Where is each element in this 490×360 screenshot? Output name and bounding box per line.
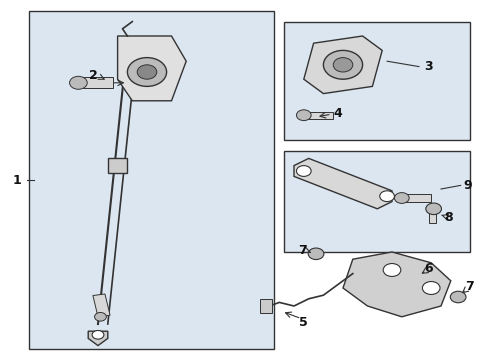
Bar [93,294,110,317]
Circle shape [95,312,106,321]
Bar [83,77,113,88]
Bar [284,22,470,140]
Text: 4: 4 [334,107,343,120]
Circle shape [296,166,311,176]
Text: 8: 8 [444,211,453,224]
Text: 7: 7 [298,244,307,257]
Polygon shape [343,252,451,317]
Polygon shape [294,158,392,209]
Text: 6: 6 [424,262,433,275]
Text: 5: 5 [299,316,308,329]
Bar [29,11,274,349]
Bar [260,299,272,313]
Bar [429,209,436,223]
Text: 1: 1 [13,174,22,186]
Circle shape [127,58,167,86]
Text: 3: 3 [424,60,433,73]
Circle shape [422,282,440,294]
Polygon shape [118,36,186,101]
Circle shape [426,203,441,215]
Circle shape [70,76,87,89]
Bar [304,112,333,119]
Circle shape [296,110,311,121]
Circle shape [92,330,104,339]
Circle shape [383,264,401,276]
Polygon shape [304,36,382,94]
Text: 2: 2 [89,69,98,82]
Bar [402,194,431,202]
Polygon shape [88,331,108,346]
Bar [284,151,470,252]
Text: 7: 7 [465,280,474,293]
Circle shape [323,50,363,79]
Text: 9: 9 [464,179,472,192]
Circle shape [137,65,157,79]
Polygon shape [108,158,127,173]
Circle shape [380,191,394,202]
Circle shape [394,193,409,203]
Circle shape [333,58,353,72]
Circle shape [450,291,466,303]
Circle shape [308,248,324,260]
